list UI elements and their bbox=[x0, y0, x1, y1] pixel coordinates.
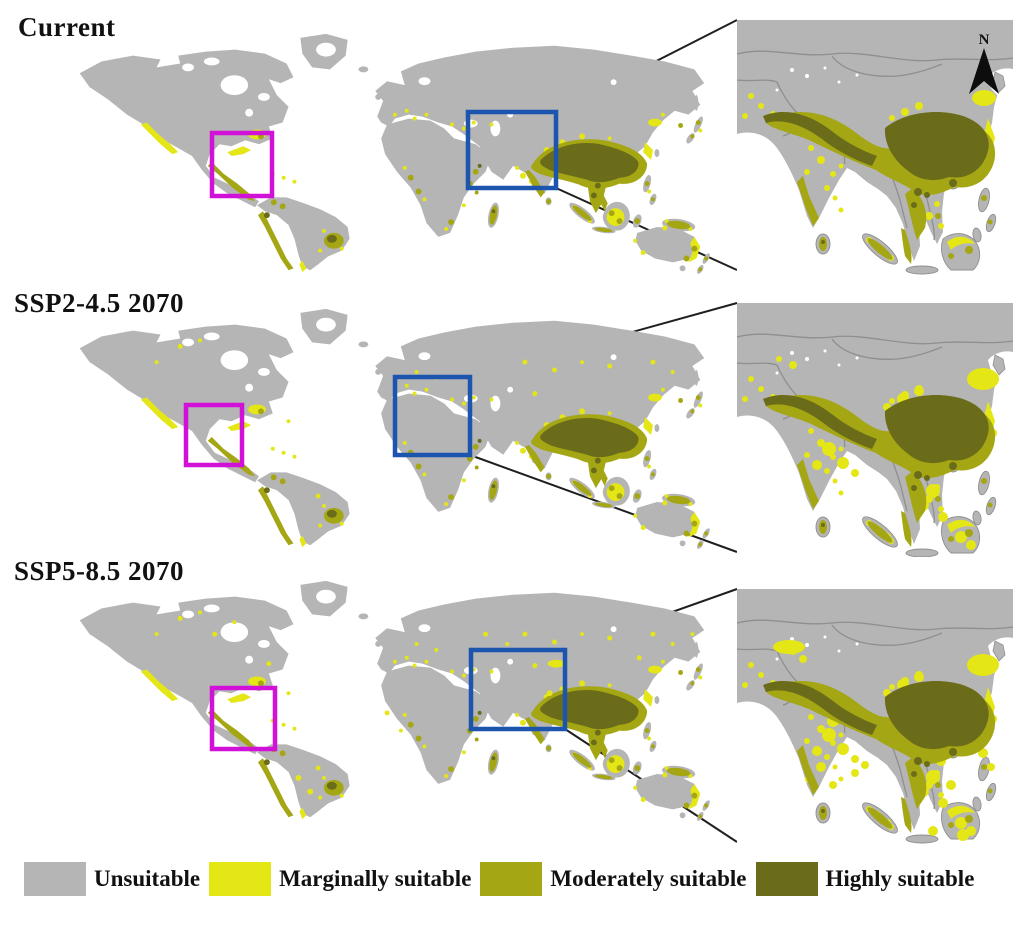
region-box-americas bbox=[183, 402, 245, 468]
legend-label: Highly suitable bbox=[825, 866, 975, 891]
panel-title-current: Current bbox=[18, 12, 116, 42]
panel-current-canvas: N bbox=[79, 19, 1014, 275]
legend-swatch-marginal bbox=[209, 862, 272, 896]
panel-title-ssp585: SSP5-8.5 2070 bbox=[14, 556, 185, 586]
legend: Unsuitable Marginally suitable Moderatel… bbox=[24, 862, 1014, 896]
world-map-ssp585 bbox=[79, 580, 712, 822]
panel-ssp585-canvas bbox=[79, 580, 1014, 844]
region-box-asia bbox=[468, 647, 568, 732]
legend-label: Marginally suitable bbox=[279, 866, 472, 891]
legend-item-unsuitable: Unsuitable bbox=[24, 862, 200, 896]
legend-label: Moderately suitable bbox=[550, 866, 747, 891]
legend-swatch-moderate bbox=[480, 862, 543, 896]
connector-line-bottom bbox=[555, 187, 738, 271]
north-arrow-icon: N bbox=[969, 32, 999, 94]
inset-map-asia-ssp585 bbox=[736, 588, 1014, 844]
legend-item-marginally-suitable: Marginally suitable bbox=[209, 862, 471, 896]
legend-label: Unsuitable bbox=[94, 866, 201, 891]
legend-swatch-high bbox=[755, 862, 818, 896]
panel-ssp245-canvas bbox=[79, 302, 1014, 557]
legend-item-moderately-suitable: Moderately suitable bbox=[480, 862, 747, 896]
region-box-asia bbox=[465, 109, 559, 191]
region-box-americas bbox=[209, 130, 275, 199]
world-map-current bbox=[79, 33, 712, 275]
inset-map-asia-ssp245 bbox=[736, 302, 1014, 557]
panel-title-ssp245: SSP2-4.5 2070 bbox=[14, 288, 185, 318]
legend-swatch-unsuitable bbox=[24, 862, 86, 896]
region-box-asia bbox=[392, 374, 473, 458]
svg-text:N: N bbox=[979, 32, 990, 48]
inset-map-asia-current: N bbox=[736, 19, 1014, 275]
region-box-americas bbox=[209, 685, 278, 752]
legend-item-highly-suitable: Highly suitable bbox=[755, 862, 975, 896]
